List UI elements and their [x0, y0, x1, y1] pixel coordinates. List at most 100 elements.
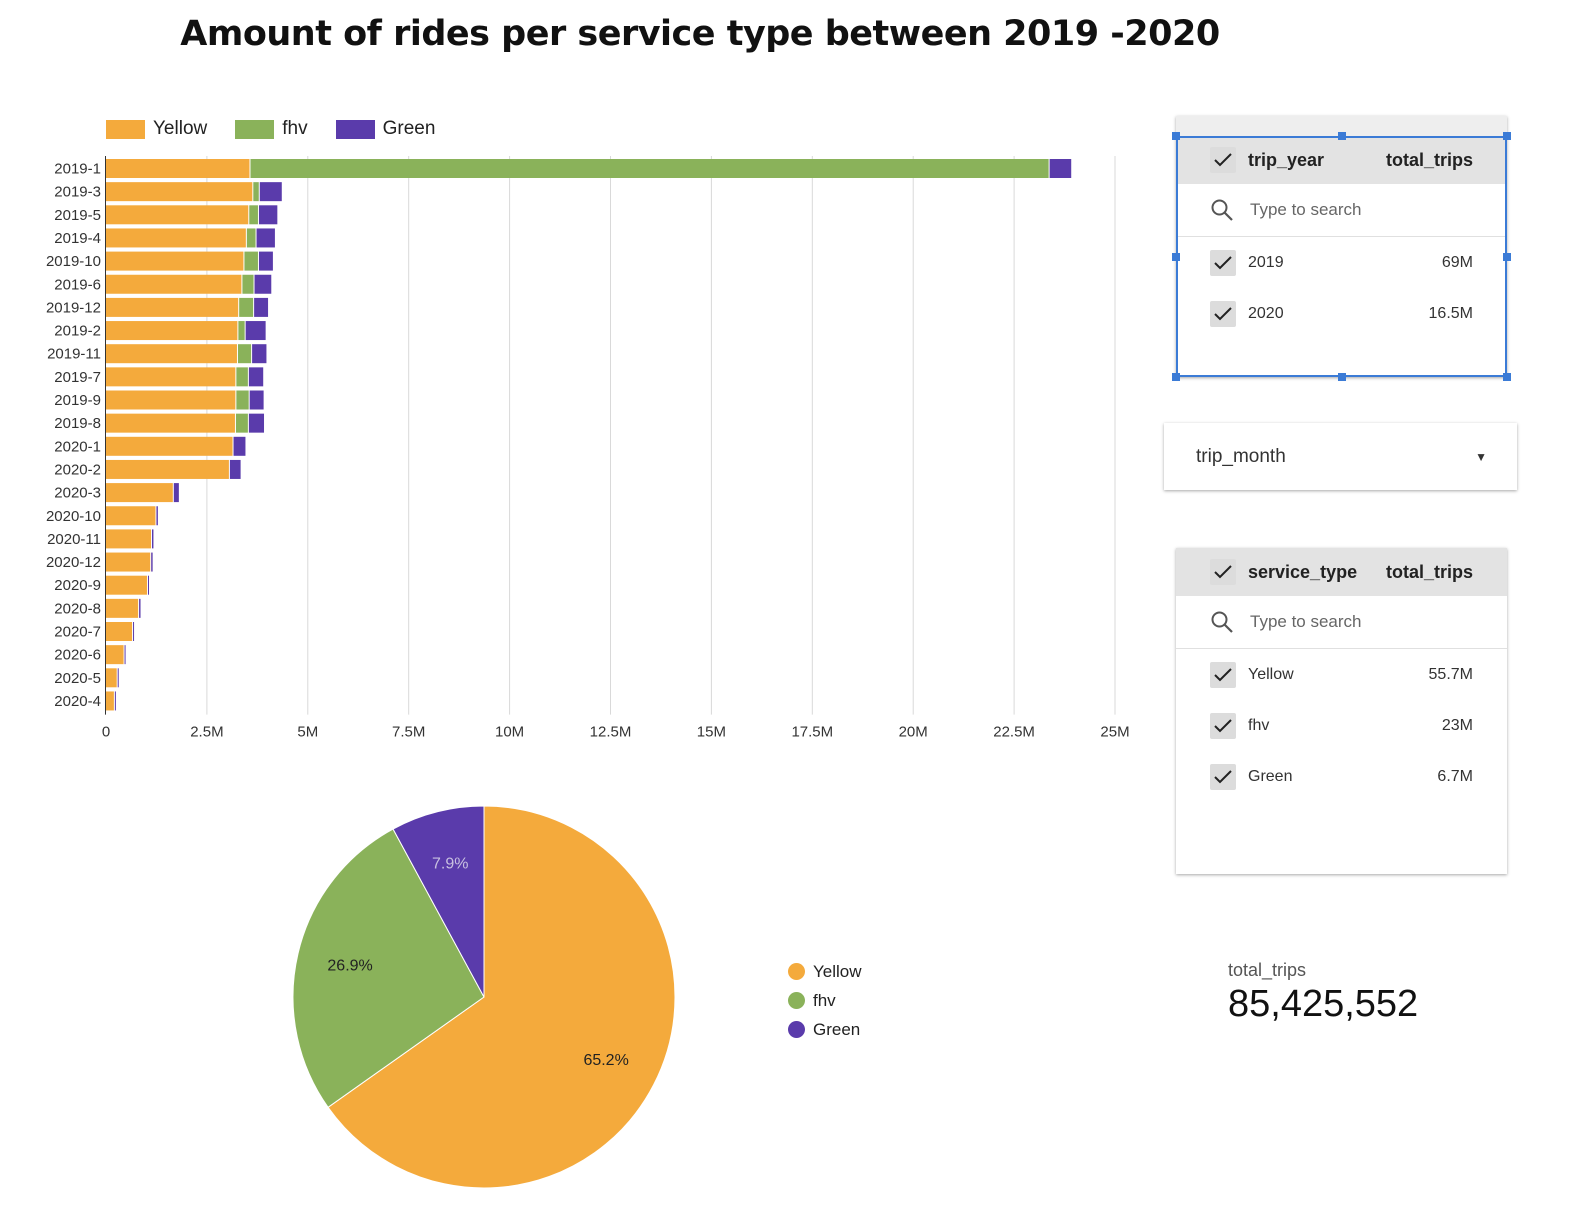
bar-segment-yellow-2019-4[interactable] — [106, 228, 246, 248]
option-checkbox[interactable] — [1210, 712, 1236, 739]
bar-segment-green-2020-2[interactable] — [229, 459, 241, 479]
bar-segment-green-2019-5[interactable] — [258, 205, 278, 225]
bar-segment-yellow-2020-4[interactable] — [106, 691, 114, 711]
bar-segment-fhv-2019-8[interactable] — [235, 413, 248, 433]
bar-segment-yellow-2019-12[interactable] — [106, 297, 239, 317]
legend-item-yellow[interactable]: Yellow — [106, 118, 207, 140]
bar-segment-green-2019-2[interactable] — [245, 321, 266, 341]
bar-segment-yellow-2019-10[interactable] — [106, 251, 244, 271]
service-type-option-green[interactable]: Green 6.7M — [1176, 751, 1507, 802]
service-type-search-input[interactable] — [1248, 611, 1452, 633]
bar-segment-green-2020-1[interactable] — [233, 436, 246, 456]
option-checkbox[interactable] — [1210, 300, 1236, 327]
select-all-checkbox[interactable] — [1210, 559, 1236, 585]
pie-chart[interactable]: 65.2% 26.9% 7.9% — [280, 795, 700, 1205]
bar-segment-yellow-2020-10[interactable] — [106, 506, 156, 526]
bar-segment-yellow-2019-3[interactable] — [106, 182, 253, 202]
resize-handle-top-center[interactable] — [1338, 132, 1346, 140]
resize-handle-middle-left[interactable] — [1172, 253, 1180, 261]
option-checkbox[interactable] — [1210, 661, 1236, 688]
bar-segment-green-2019-7[interactable] — [248, 367, 264, 387]
bar-segment-green-2020-10[interactable] — [156, 506, 158, 526]
pie-slice-fhv[interactable] — [292, 828, 485, 1109]
select-all-checkbox[interactable] — [1210, 147, 1236, 173]
bar-segment-green-2019-11[interactable] — [252, 344, 267, 364]
bar-segment-yellow-2020-8[interactable] — [106, 598, 139, 618]
bar-segment-yellow-2020-3[interactable] — [106, 483, 173, 503]
pie-legend-item-fhv[interactable]: fhv — [788, 986, 862, 1015]
bar-segment-green-2020-7[interactable] — [133, 622, 135, 641]
legend-item-fhv[interactable]: fhv — [235, 118, 308, 140]
bar-segment-yellow-2019-7[interactable] — [106, 367, 236, 387]
bar-segment-yellow-2019-1[interactable] — [106, 159, 250, 178]
pie-slice-yellow[interactable] — [327, 805, 676, 1189]
bar-segment-green-2020-9[interactable] — [147, 575, 149, 595]
bar-segment-green-2020-8[interactable] — [139, 598, 141, 618]
trip-year-search-input[interactable] — [1248, 199, 1452, 221]
bar-segment-green-2020-4[interactable] — [114, 691, 116, 711]
bar-segment-green-2019-3[interactable] — [259, 182, 282, 202]
service-type-filter[interactable]: service_type total_trips Yellow 55.7M fh… — [1176, 548, 1507, 874]
bar-segment-yellow-2020-5[interactable] — [106, 668, 117, 688]
service-type-column-header[interactable]: service_type — [1248, 561, 1358, 582]
resize-handle-top-left[interactable] — [1172, 132, 1180, 140]
option-checkbox[interactable] — [1210, 249, 1236, 276]
bar-segment-fhv-2019-7[interactable] — [236, 367, 248, 387]
bar-segment-fhv-2019-2[interactable] — [238, 321, 245, 341]
bar-segment-yellow-2019-2[interactable] — [106, 321, 238, 341]
bar-segment-green-2020-11[interactable] — [152, 529, 154, 549]
bar-segment-fhv-2019-11[interactable] — [237, 344, 252, 364]
pie-legend-item-yellow[interactable]: Yellow — [788, 957, 862, 986]
bar-segment-green-2019-12[interactable] — [254, 297, 269, 317]
resize-handle-bottom-right[interactable] — [1503, 373, 1511, 381]
total-trips-column-header[interactable]: total_trips — [1385, 561, 1473, 582]
bar-segment-green-2020-6[interactable] — [124, 645, 126, 665]
bar-segment-fhv-2019-10[interactable] — [244, 251, 258, 271]
pie-legend-item-green[interactable]: Green — [788, 1015, 862, 1044]
bar-segment-yellow-2020-2[interactable] — [106, 459, 229, 479]
bar-segment-yellow-2020-12[interactable] — [106, 552, 151, 572]
bar-segment-fhv-2019-6[interactable] — [242, 274, 254, 294]
bar-segment-yellow-2020-1[interactable] — [106, 436, 233, 456]
bar-segment-yellow-2020-6[interactable] — [106, 645, 124, 665]
bar-segment-yellow-2019-8[interactable] — [106, 413, 235, 433]
total-trips-column-header[interactable]: total_trips — [1385, 149, 1473, 170]
trip-year-column-header[interactable]: trip_year — [1248, 149, 1325, 170]
bar-segment-green-2020-5[interactable] — [117, 668, 119, 688]
bar-segment-green-2019-9[interactable] — [249, 390, 264, 410]
bar-segment-green-2020-3[interactable] — [173, 483, 179, 503]
service-type-option-yellow[interactable]: Yellow 55.7M — [1176, 649, 1507, 700]
bar-segment-fhv-2019-9[interactable] — [236, 390, 249, 410]
bar-segment-green-2019-6[interactable] — [254, 274, 272, 294]
trip-year-filter[interactable]: trip_year total_trips 2019 69M 2020 16.5… — [1176, 116, 1507, 377]
pie-slice-green[interactable] — [392, 805, 485, 998]
resize-handle-middle-right[interactable] — [1503, 253, 1511, 261]
option-checkbox[interactable] — [1210, 763, 1236, 790]
bar-segment-yellow-2020-7[interactable] — [106, 622, 133, 641]
bar-segment-yellow-2019-5[interactable] — [106, 205, 249, 225]
resize-handle-bottom-left[interactable] — [1172, 373, 1180, 381]
bar-segment-yellow-2019-6[interactable] — [106, 274, 242, 294]
bar-segment-yellow-2019-11[interactable] — [106, 344, 237, 364]
bar-segment-fhv-2019-3[interactable] — [253, 182, 259, 202]
resize-handle-top-right[interactable] — [1503, 132, 1511, 140]
bar-segment-yellow-2020-9[interactable] — [106, 575, 147, 595]
trip-month-dropdown[interactable]: trip_month ▼ — [1164, 423, 1517, 490]
bar-segment-fhv-2019-4[interactable] — [246, 228, 256, 248]
bar-segment-green-2020-12[interactable] — [151, 552, 153, 572]
resize-handle-bottom-center[interactable] — [1338, 373, 1346, 381]
bar-segment-yellow-2020-11[interactable] — [106, 529, 152, 549]
total-trips-scorecard[interactable]: total_trips 85,425,552 — [1228, 960, 1418, 1026]
bar-segment-fhv-2019-12[interactable] — [239, 297, 254, 317]
bar-segment-yellow-2019-9[interactable] — [106, 390, 236, 410]
bar-segment-fhv-2019-1[interactable] — [250, 159, 1049, 178]
bar-segment-green-2019-4[interactable] — [256, 228, 275, 248]
trip-year-option-2020[interactable]: 2020 16.5M — [1176, 288, 1507, 339]
legend-item-green[interactable]: Green — [335, 118, 435, 140]
stacked-bar-chart[interactable]: 0 2.5M 5M 7.5M 10M 12.5M 15M 17.5M 20M 22.5M 25M 20… — [0, 150, 1150, 750]
bar-segment-fhv-2019-5[interactable] — [249, 205, 258, 225]
bar-segment-green-2019-1[interactable] — [1049, 159, 1072, 178]
bar-segment-green-2019-8[interactable] — [248, 413, 265, 433]
bar-segment-green-2019-10[interactable] — [258, 251, 273, 271]
trip-year-option-2019[interactable]: 2019 69M — [1176, 237, 1507, 288]
